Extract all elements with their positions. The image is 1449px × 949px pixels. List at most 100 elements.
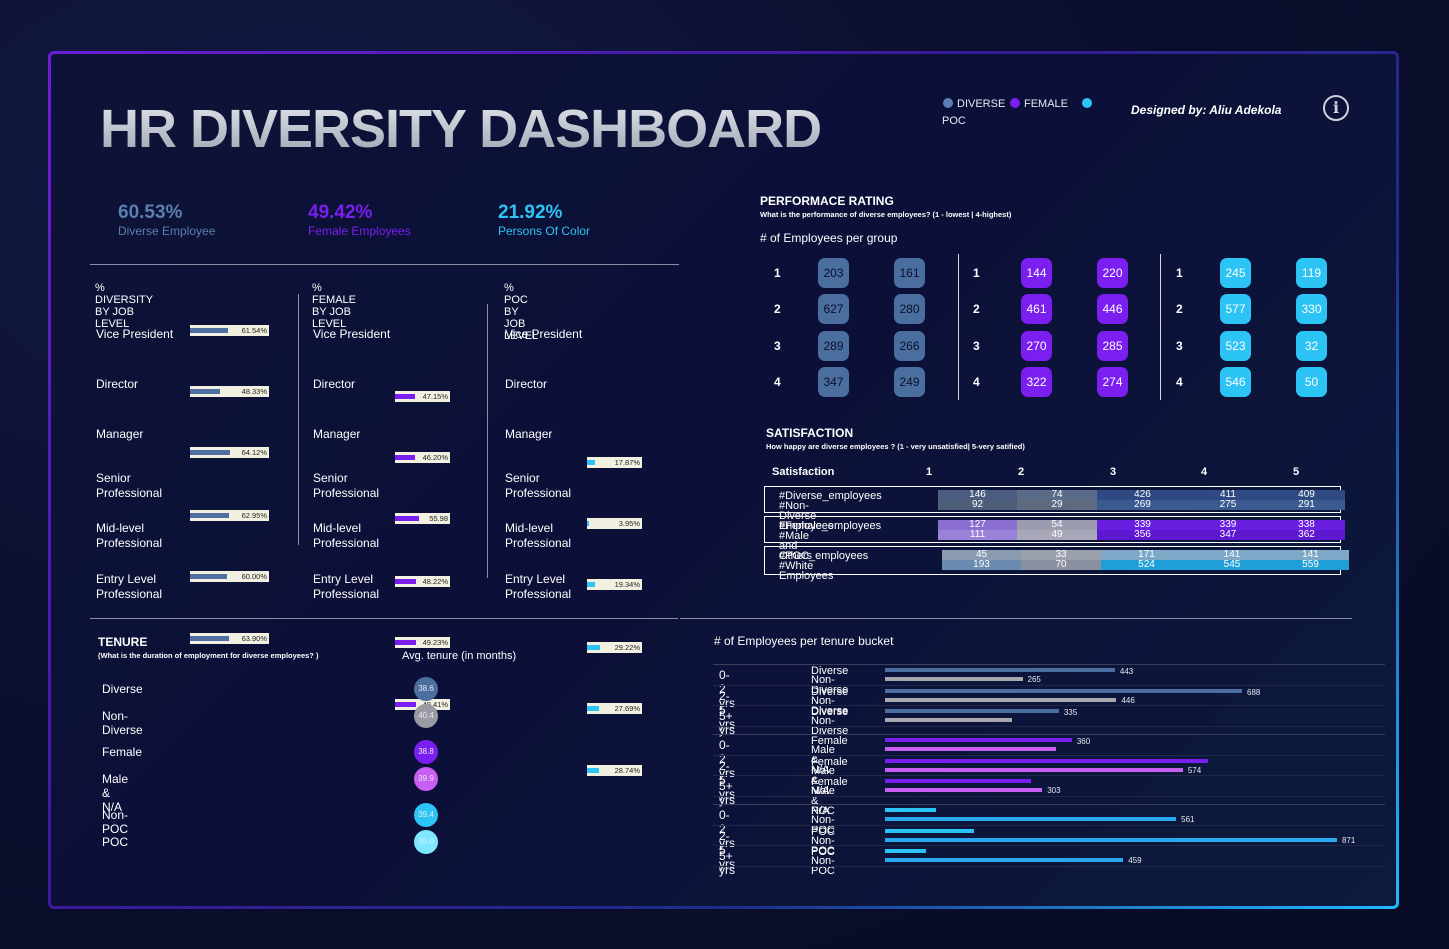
bucket-category: Male & N/A <box>811 785 835 817</box>
job-level-bar: 19.34% <box>587 579 642 590</box>
satisfaction-score: 4 <box>1201 466 1208 478</box>
bar-value: 29.22% <box>614 643 640 652</box>
job-level-bar: 61.54% <box>190 325 269 336</box>
bucket-value: 265 <box>1027 675 1041 684</box>
perf-tile: 266 <box>894 331 925 361</box>
bar-fill <box>190 328 228 333</box>
bucket-category: Non-Diverse <box>811 715 849 737</box>
satisfaction-cell: 339 <box>1097 520 1188 530</box>
satisfaction-cell: 193 <box>942 560 1021 570</box>
bucket-bar <box>885 828 974 833</box>
satisfaction-cell: 74 <box>1017 490 1097 500</box>
satisfaction-cell: 141 <box>1192 550 1272 560</box>
bar-fill <box>190 636 230 641</box>
perf-tile: 627 <box>818 294 849 324</box>
job-level-bar: 27.69% <box>587 703 642 714</box>
tenure-bucket-title: # of Employees per tenure bucket <box>714 634 894 648</box>
bucket-category: Non- POC <box>811 814 835 836</box>
bar-fill <box>190 389 220 394</box>
dashboard-frame <box>48 51 1399 909</box>
satisfaction-cell: 347 <box>1188 530 1268 540</box>
satisfaction-cell: 339 <box>1188 520 1268 530</box>
job-level-label: Manager <box>313 427 361 441</box>
perf-tile: 249 <box>894 367 925 397</box>
job-level-label: Director <box>313 377 356 391</box>
performance-title: PERFORMACE RATING <box>760 194 894 208</box>
bucket-label: 2-5 yrs <box>719 688 735 731</box>
job-level-bar: 29.22% <box>587 642 642 653</box>
bar-fill <box>395 516 419 521</box>
legend-female: FEMALE <box>1010 98 1068 110</box>
rating-label: 4 <box>1176 375 1183 389</box>
satisfaction-label: #POC_employees <box>779 550 869 562</box>
info-icon[interactable]: i <box>1323 95 1349 121</box>
rating-label: 1 <box>774 266 781 280</box>
satisfaction-header: Satisfaction <box>772 466 835 478</box>
bucket-value: 459 <box>1128 856 1142 865</box>
satisfaction-score: 3 <box>1110 466 1117 478</box>
bar-value: 48.22% <box>422 577 448 586</box>
legend-label: DIVERSE <box>957 98 1006 110</box>
bucket-value: 688 <box>1247 687 1261 697</box>
job-level-label: Manager <box>505 427 553 441</box>
bucket-label: 5+ yrs <box>719 779 735 807</box>
job-level-label: Vice President <box>313 327 391 341</box>
bucket-category: POC <box>811 846 835 858</box>
bar-fill <box>587 460 595 465</box>
satisfaction-cell: 545 <box>1192 560 1272 570</box>
bar-value: 62.95% <box>241 511 267 520</box>
bucket-value: 360 <box>1076 737 1091 746</box>
job-level-bar: 63.90% <box>190 633 269 644</box>
bucket-category: POC <box>811 805 835 817</box>
satisfaction-cell: 362 <box>1268 530 1345 540</box>
bucket-bar <box>885 858 1124 862</box>
bucket-bar <box>885 779 1032 783</box>
tenure-circle: 40.4 <box>414 704 438 728</box>
section-divider <box>90 618 678 619</box>
kpi-value: 60.53% <box>118 202 183 223</box>
bucket-bar <box>885 709 1059 713</box>
legend-poc-dot <box>1082 98 1096 110</box>
perf-tile: 330 <box>1296 294 1327 324</box>
satisfaction-label: #White Employees <box>779 560 834 582</box>
rating-label: 1 <box>973 266 980 280</box>
satisfaction-score: 2 <box>1018 466 1025 478</box>
job-panel-title: % DIVERSITY BY JOB LEVEL <box>95 282 153 330</box>
bucket-bar <box>885 677 1023 681</box>
kpi-label: Female Employees <box>308 224 411 238</box>
satisfaction-cell: 92 <box>938 500 1017 510</box>
bucket-category: Diverse <box>811 685 849 698</box>
bar-fill <box>190 513 229 518</box>
satisfaction-title: SATISFACTION <box>766 426 854 440</box>
bar-fill <box>587 768 600 773</box>
bar-value: 64.12% <box>241 448 267 457</box>
perf-tile: 119 <box>1296 258 1327 288</box>
rating-label: 3 <box>1176 339 1183 353</box>
job-level-label: Entry Level Professional <box>96 572 163 601</box>
bucket-value: 561 <box>1181 815 1195 824</box>
satisfaction-subtitle: How happy are diverse employees ? (1 - v… <box>766 442 1025 451</box>
bucket-value: 574 <box>1187 765 1202 775</box>
satisfaction-label: #Female_employees <box>779 520 882 532</box>
legend-poc-label: POC <box>942 115 966 127</box>
bar-value: 55.98 <box>429 514 448 523</box>
tenure-label: Female <box>102 745 143 759</box>
satisfaction-cell: 559 <box>1272 560 1349 570</box>
bucket-separator <box>713 804 1385 805</box>
job-level-bar: 47.15% <box>395 391 450 402</box>
perf-tile: 245 <box>1220 258 1251 288</box>
job-level-label: Senior Professional <box>313 471 380 500</box>
bar-value: 27.69% <box>614 704 640 713</box>
perf-tile: 289 <box>818 331 849 361</box>
bucket-label: 2-5 yrs <box>719 758 735 801</box>
bucket-row-separator <box>713 795 1385 797</box>
job-level-bar: 46.20% <box>395 452 450 463</box>
performance-group-label: # of Employees per group <box>760 231 898 245</box>
job-level-label: Senior Professional <box>96 471 163 500</box>
perf-tile: 32 <box>1296 331 1327 361</box>
bucket-bar <box>885 668 1115 672</box>
bar-value: 46.20% <box>422 453 448 462</box>
kpi-divider <box>90 264 679 265</box>
bucket-label: 5+ yrs <box>719 709 735 737</box>
bar-fill <box>395 455 415 460</box>
